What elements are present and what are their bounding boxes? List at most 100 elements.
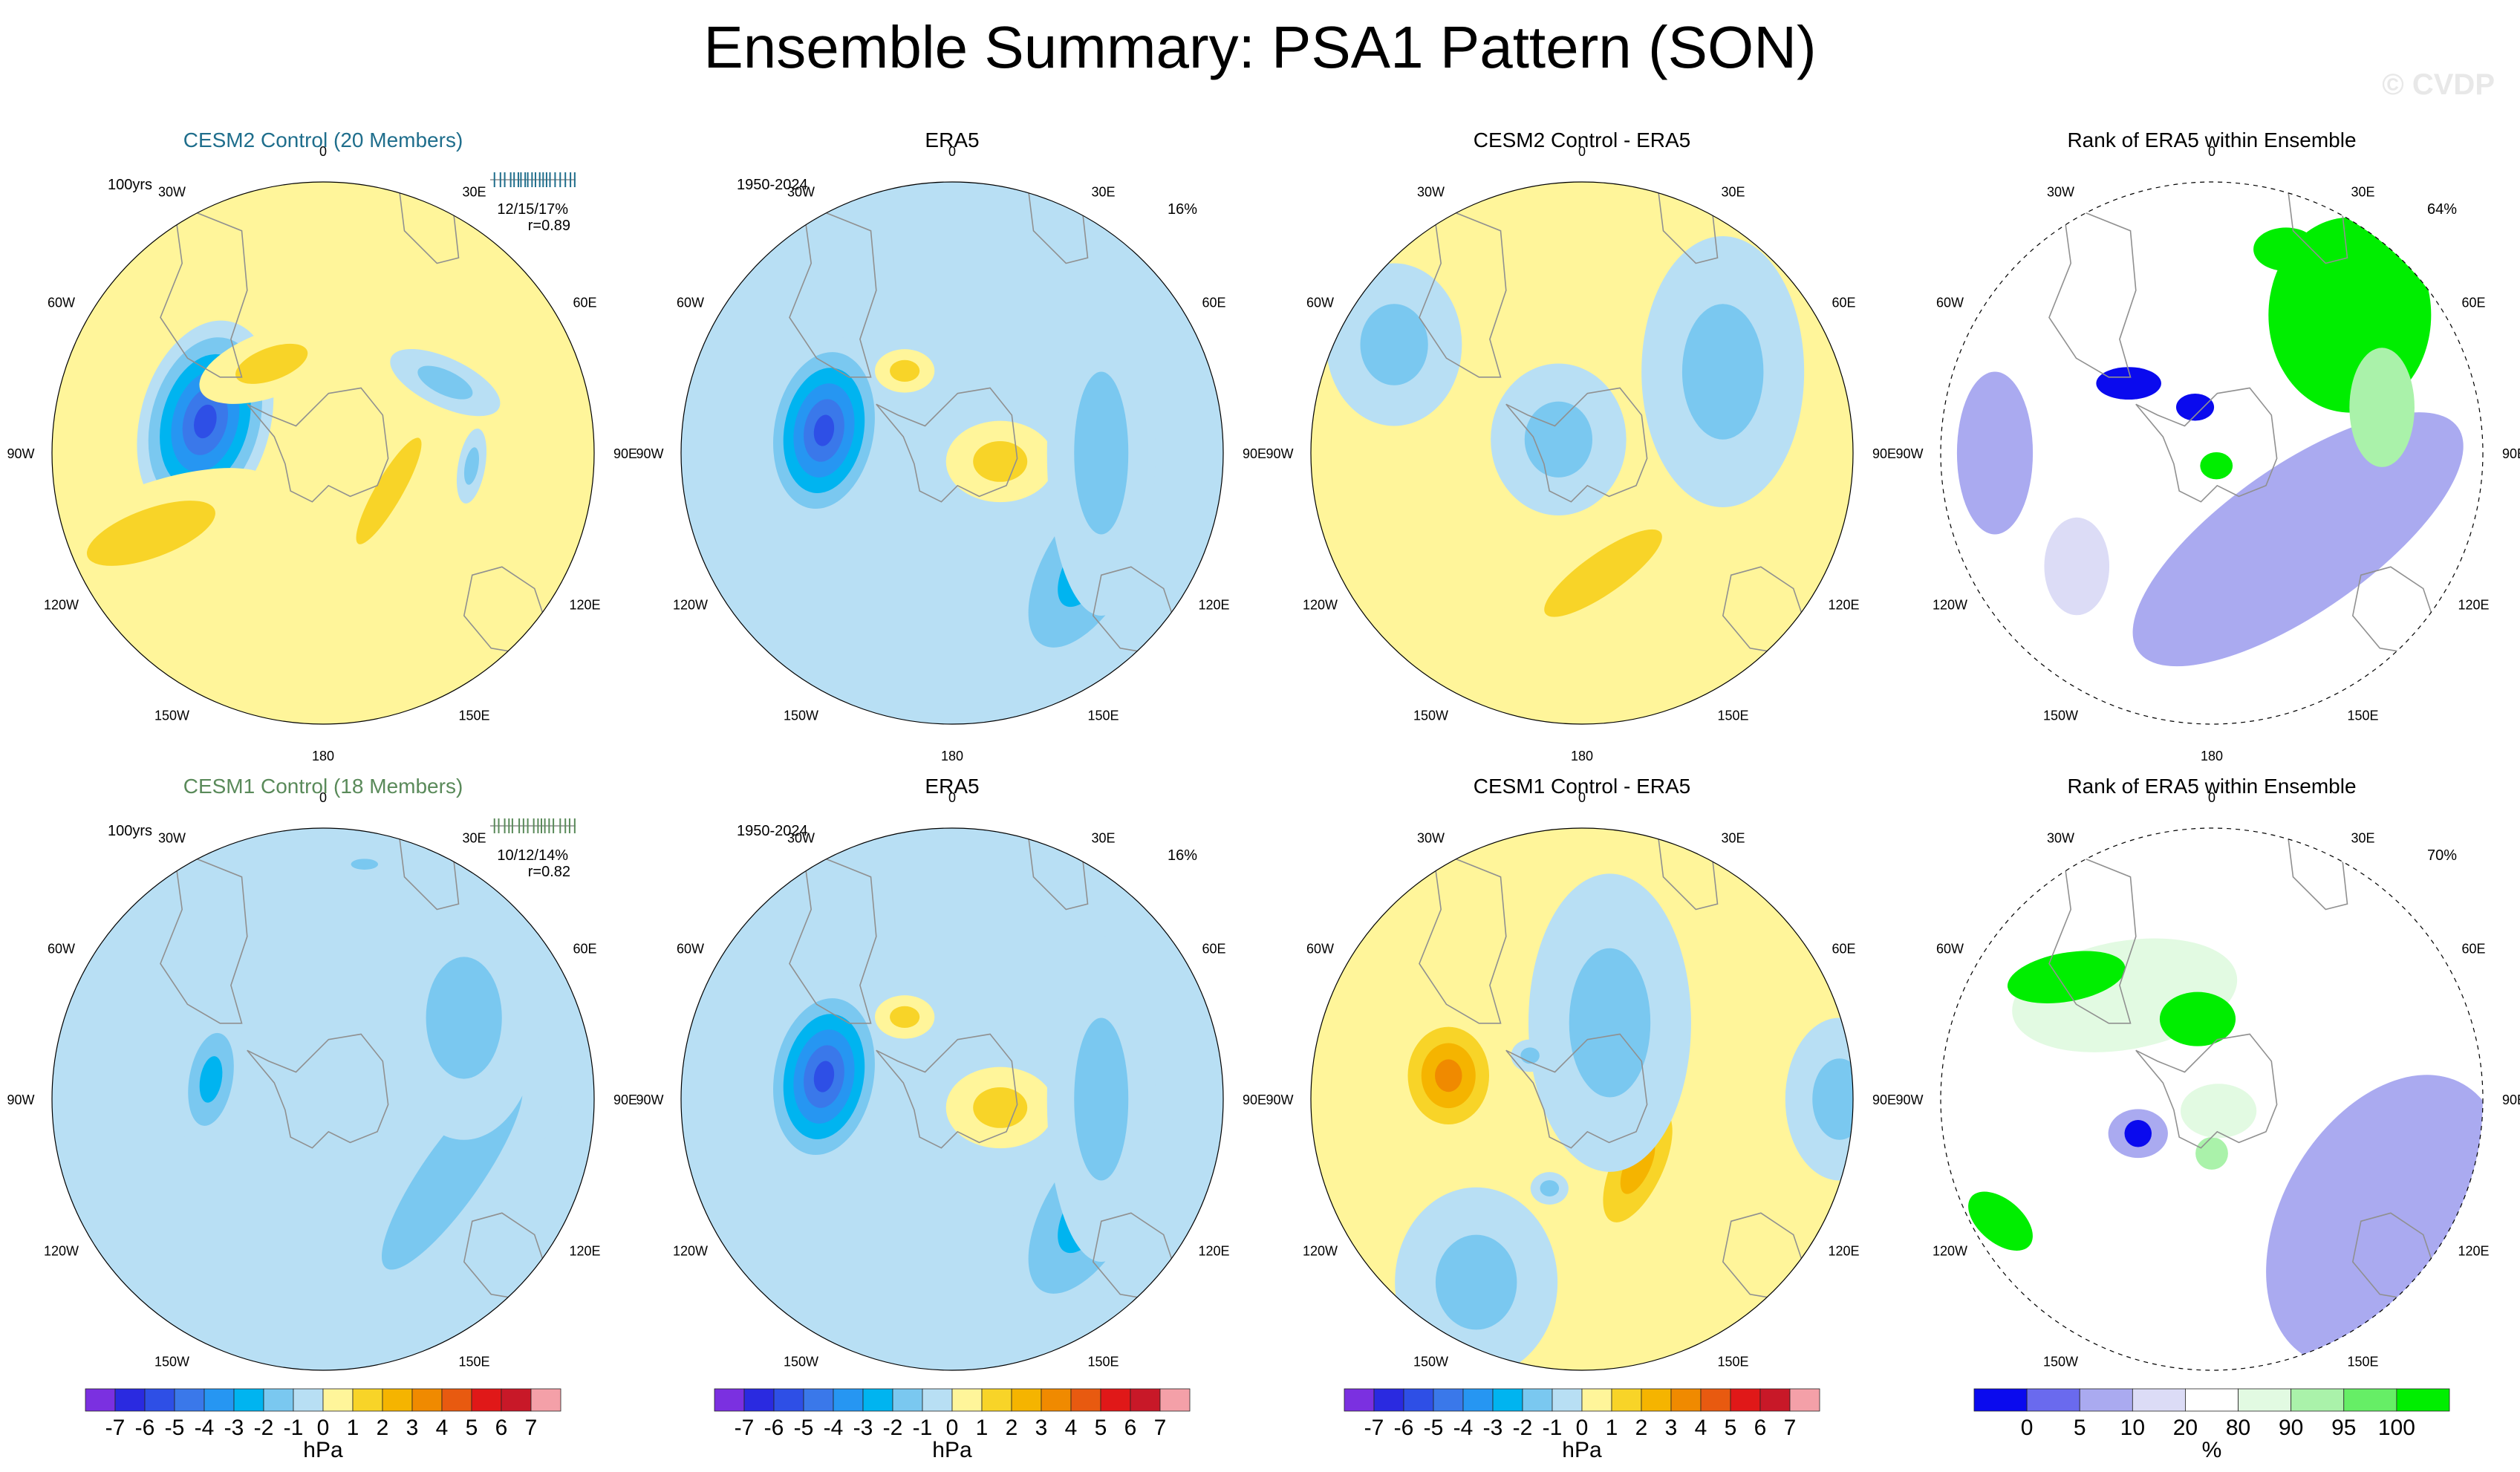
map-border bbox=[1940, 181, 2484, 725]
colorbar-tick-12: 5 bbox=[466, 1416, 478, 1440]
lon-label-60w: 60W bbox=[677, 296, 704, 310]
lon-label-150w: 150W bbox=[2043, 1354, 2078, 1369]
lon-label-120w: 120W bbox=[44, 1244, 79, 1259]
colorbar-swatch-5 bbox=[1492, 1388, 1523, 1412]
lon-label-60e: 60E bbox=[1202, 296, 1225, 310]
rank-blob-4 bbox=[2159, 991, 2236, 1046]
anomaly-4-level-1 bbox=[1520, 1047, 1540, 1064]
colorbar-tick-0: -7 bbox=[1364, 1416, 1384, 1440]
lon-label-150e: 150E bbox=[458, 708, 489, 723]
panel-right-note: 64% bbox=[2427, 201, 2457, 218]
rank-blob-9 bbox=[2200, 452, 2233, 480]
lon-label-180: 180 bbox=[941, 749, 963, 763]
panel-title: CESM1 Control (18 Members) bbox=[183, 775, 463, 798]
colorbar-tick-1: -6 bbox=[135, 1416, 155, 1440]
antarctica-outline bbox=[2135, 387, 2278, 503]
lon-label-30w: 30W bbox=[158, 185, 186, 200]
lon-label-0: 0 bbox=[1578, 144, 1586, 159]
rank-swatch-8 bbox=[2396, 1388, 2450, 1412]
antarctica-outline bbox=[876, 387, 1018, 503]
colorbar-tick-8: 1 bbox=[976, 1416, 989, 1440]
lon-label-30w: 30W bbox=[787, 831, 815, 846]
anomaly-0-level-5 bbox=[813, 1061, 835, 1092]
panel-rank-top: 0 30E 60E 90E 120E 150E 180 150W 120W 90W 60W 30W Ra… bbox=[1895, 128, 2520, 763]
map-layers bbox=[1941, 182, 2483, 724]
colorbar-swatch-6 bbox=[1522, 1388, 1553, 1412]
colorbar-tick-10: 3 bbox=[1035, 1416, 1048, 1440]
colorbar-swatch-9 bbox=[352, 1388, 383, 1412]
rank-blob-6 bbox=[2175, 394, 2215, 421]
colorbar-swatch-10 bbox=[1641, 1388, 1672, 1412]
lon-label-90e: 90E bbox=[1872, 1092, 1896, 1107]
colorbar-tick-5: -2 bbox=[883, 1416, 903, 1440]
south-america-outline bbox=[160, 202, 248, 378]
colorbar-swatch-12 bbox=[1700, 1388, 1731, 1412]
rank-swatch-2 bbox=[2079, 1388, 2133, 1412]
lon-label-90e: 90E bbox=[613, 1092, 637, 1107]
lon-label-30e: 30E bbox=[462, 185, 486, 200]
colorbar-swatch-14 bbox=[1130, 1388, 1161, 1412]
figure-title: Ensemble Summary: PSA1 Pattern (SON) bbox=[703, 14, 1817, 80]
lon-label-30w: 30W bbox=[1417, 185, 1445, 200]
lon-label-90e: 90E bbox=[2502, 446, 2520, 461]
colorbar-tick-9: 2 bbox=[377, 1416, 389, 1440]
panel-right-note-2: r=0.82 bbox=[528, 864, 570, 880]
colorbar-swatch-1 bbox=[743, 1388, 775, 1412]
lon-label-90w: 90W bbox=[7, 446, 34, 461]
lon-label-150w: 150W bbox=[154, 1354, 189, 1369]
anomaly-6-level-1 bbox=[1435, 1234, 1517, 1330]
lon-label-150e: 150E bbox=[458, 1354, 489, 1369]
rank-tick-4: 80 bbox=[2226, 1416, 2250, 1440]
colorbar-tick-7: 0 bbox=[317, 1416, 330, 1440]
colorbar-tick-0: -7 bbox=[735, 1416, 755, 1440]
anomaly-2-level-1 bbox=[890, 359, 920, 382]
map-background bbox=[52, 182, 594, 724]
panel-left-note: 100yrs bbox=[108, 177, 152, 193]
colorbar-swatch-13 bbox=[1100, 1388, 1131, 1412]
panel-right-note: 70% bbox=[2427, 847, 2457, 864]
colorbar-swatch-7 bbox=[922, 1388, 953, 1412]
colorbar-swatch-10 bbox=[1011, 1388, 1042, 1412]
colorbar-swatch-3 bbox=[803, 1388, 834, 1412]
lon-label-30e: 30E bbox=[462, 831, 486, 846]
lon-label-60e: 60E bbox=[2461, 296, 2485, 310]
lon-label-120e: 120E bbox=[1828, 598, 1859, 613]
lon-label-30w: 30W bbox=[1417, 831, 1445, 846]
rank-swatch-5 bbox=[2238, 1388, 2292, 1412]
colorbar-swatch-4 bbox=[204, 1388, 235, 1412]
lon-label-30w: 30W bbox=[158, 831, 186, 846]
panel-title: CESM1 Control - ERA5 bbox=[1474, 775, 1691, 798]
rank-blob-8 bbox=[2044, 517, 2110, 616]
lon-label-60e: 60E bbox=[573, 942, 596, 957]
lon-label-90w: 90W bbox=[1895, 1092, 1923, 1107]
anomaly-4-level-1 bbox=[417, 365, 473, 400]
colorbar-tick-5: -2 bbox=[1513, 1416, 1533, 1440]
panel-rank-bottom: 030E60E90E120E150E180150W120W90W60W30WRa… bbox=[1895, 775, 2520, 1410]
lon-label-30e: 30E bbox=[1721, 185, 1745, 200]
colorbar-swatch-15 bbox=[1159, 1388, 1191, 1412]
colorbar-swatch-9 bbox=[1611, 1388, 1642, 1412]
anomaly-0-level-5 bbox=[194, 404, 217, 439]
lon-label-150e: 150E bbox=[1087, 1354, 1119, 1369]
colorbar-swatch-6 bbox=[892, 1388, 923, 1412]
lon-label-150e: 150E bbox=[1717, 708, 1748, 723]
colorbar-swatch-5 bbox=[862, 1388, 893, 1412]
colorbar-swatch-2 bbox=[144, 1388, 175, 1412]
colorbar-swatch-0 bbox=[85, 1388, 116, 1412]
south-america-outline bbox=[2048, 848, 2137, 1024]
anomaly-1-level-1 bbox=[356, 437, 422, 544]
lon-label-150e: 150E bbox=[2347, 708, 2378, 723]
colorbar-tick-3: -4 bbox=[195, 1416, 215, 1440]
anomaly-5-level-1 bbox=[463, 447, 480, 485]
colorbar-tick-3: -4 bbox=[1453, 1416, 1474, 1440]
lon-label-30w: 30W bbox=[787, 185, 815, 200]
lon-label-120w: 120W bbox=[673, 598, 708, 613]
lon-label-120w: 120W bbox=[1303, 598, 1338, 613]
rank-blob-5 bbox=[1968, 1191, 2033, 1251]
panel-title: ERA5 bbox=[925, 128, 979, 152]
colorbar-swatch-6 bbox=[263, 1388, 294, 1412]
colorbar-swatch-2 bbox=[773, 1388, 804, 1412]
map-layers bbox=[1311, 828, 1853, 1370]
lon-label-0: 0 bbox=[319, 144, 327, 159]
panel-cesm2-minus-era5: 0 30E 60E 90E 120E 150E 180 150W 120W 90W 60W 30W CE… bbox=[1266, 128, 1896, 763]
